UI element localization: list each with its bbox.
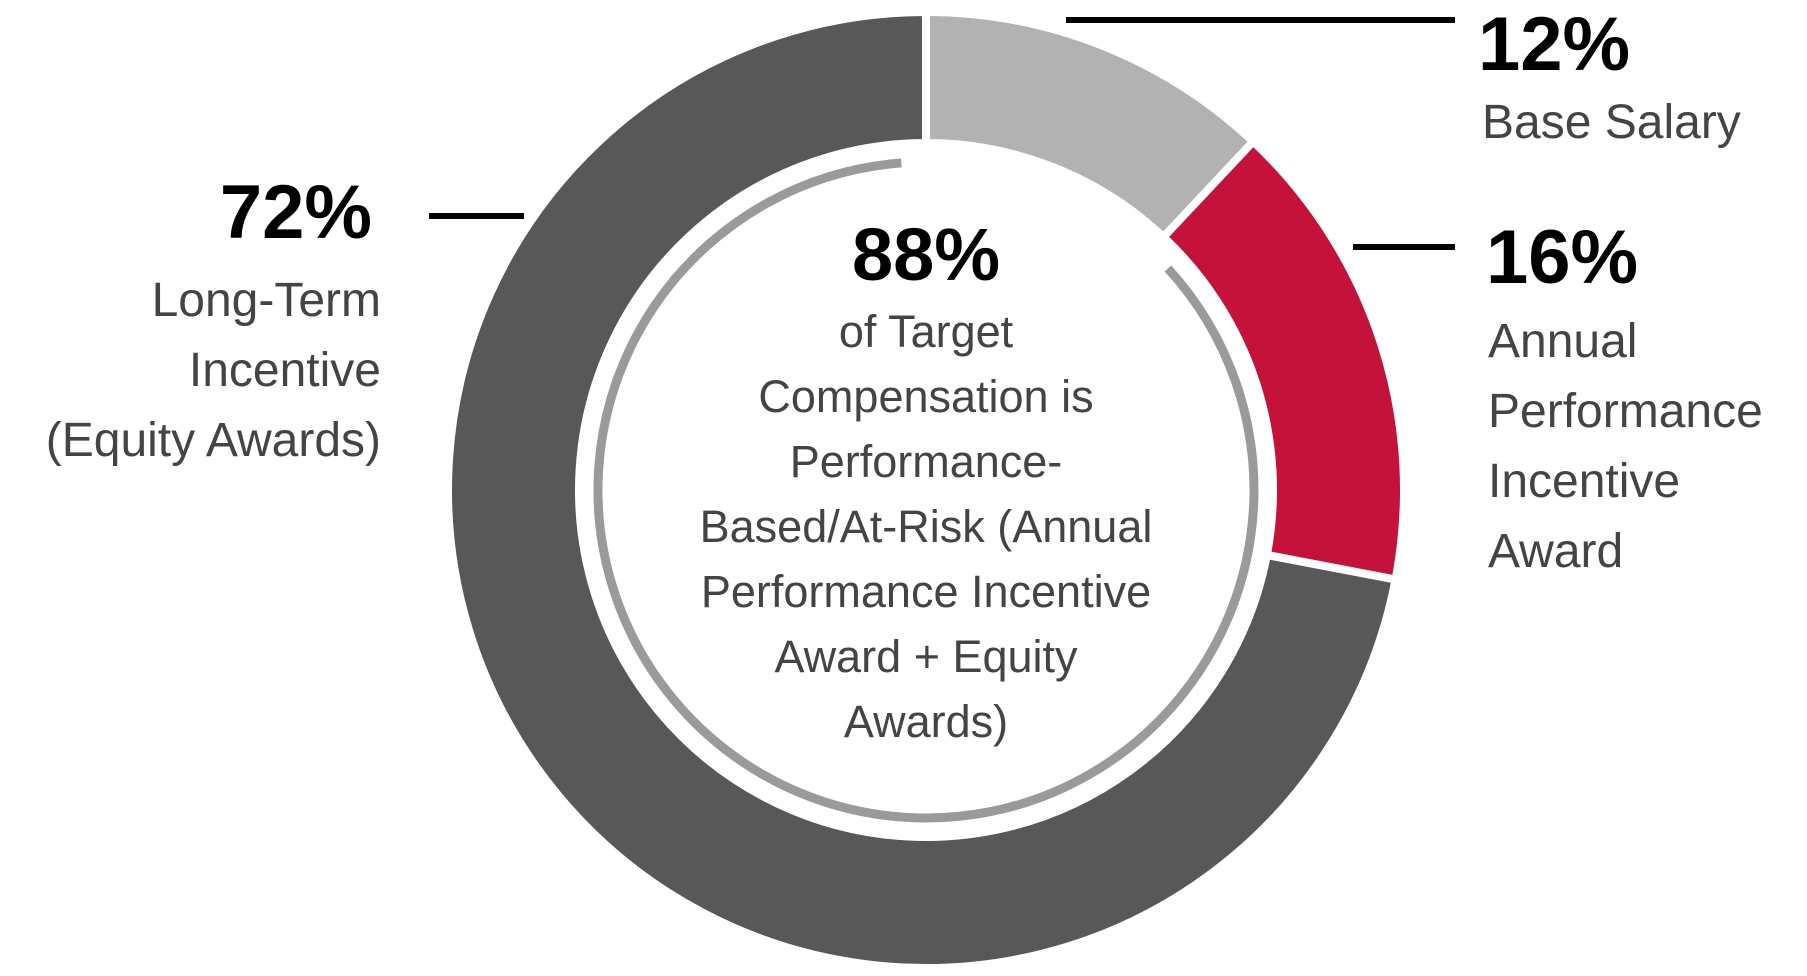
center-caption-line: Compensation is [758,371,1093,422]
donut-slice-long-term-incentive-equity-awards [444,7,1401,972]
base-salary-percent: 12% [1478,2,1630,87]
annual-incentive-label-line: Incentive [1488,455,1680,508]
long-term-incentive-label-line: Long-Term [152,274,381,327]
center-caption-line: of Target [839,306,1014,357]
long-term-incentive-label-line: (Equity Awards) [46,414,381,467]
annual-incentive-percent: 16% [1486,215,1638,300]
center-caption-line: Based/At-Risk (Annual [700,501,1153,552]
annual-incentive-label-line: Annual [1488,315,1637,368]
center-caption-line: Performance Incentive [701,566,1151,617]
center-caption-line: Awards) [844,696,1008,747]
annual-incentive-label-line: Award [1488,525,1623,578]
performance-based-inner-arc [593,158,1259,823]
donut-slice-annual-performance-incentive-award [1157,135,1408,585]
center-caption-line: Award + Equity [774,631,1078,682]
donut-slices [444,7,1408,972]
long-term-incentive-label-line: Incentive [189,344,381,397]
long-term-incentive-percent: 72% [220,170,372,255]
center-caption-line: Performance- [790,436,1063,487]
center-percent: 88% [852,213,1000,296]
annual-incentive-label-line: Performance [1488,385,1763,438]
base-salary-label: Base Salary [1482,96,1741,149]
